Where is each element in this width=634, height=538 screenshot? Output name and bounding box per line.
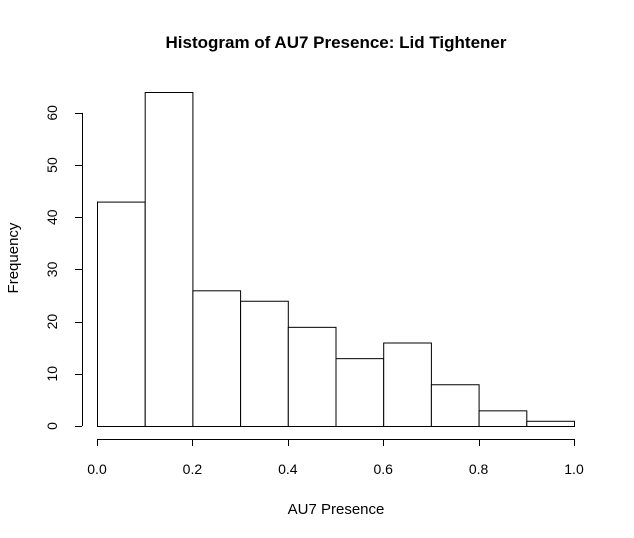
histogram-bar [478,410,528,427]
x-axis-label: AU7 Presence [288,501,385,518]
histogram-bar [97,201,146,427]
x-tick-label: 0.4 [278,461,298,477]
x-tick-label: 0.6 [373,461,393,477]
histogram-bar [144,92,194,427]
x-tick-label: 0.0 [87,461,107,477]
y-tick-label: 30 [44,261,60,277]
histogram-bar [192,290,242,427]
chart-title: Histogram of AU7 Presence: Lid Tightener [165,33,506,52]
x-tick-label: 1.0 [564,461,584,477]
histogram-bar [526,420,575,427]
y-tick-label: 40 [44,209,60,225]
y-axis: 0 10 20 30 40 50 60 [44,105,83,430]
y-tick-label: 0 [44,422,60,430]
x-tick-label: 0.8 [469,461,489,477]
y-tick-label: 10 [44,366,60,382]
y-tick-label: 20 [44,314,60,330]
histogram-bar [287,326,337,427]
bars [97,92,575,427]
histogram-bar [430,384,480,427]
histogram-bar [335,358,385,427]
histogram-bar [240,300,289,427]
y-tick-label: 60 [44,105,60,121]
y-axis-label: Frequency [5,222,22,293]
x-axis: 0.0 0.2 0.4 0.6 0.8 1.0 [87,439,584,477]
x-tick-label: 0.2 [183,461,203,477]
y-tick-label: 50 [44,157,60,173]
histogram-bar [383,342,432,427]
